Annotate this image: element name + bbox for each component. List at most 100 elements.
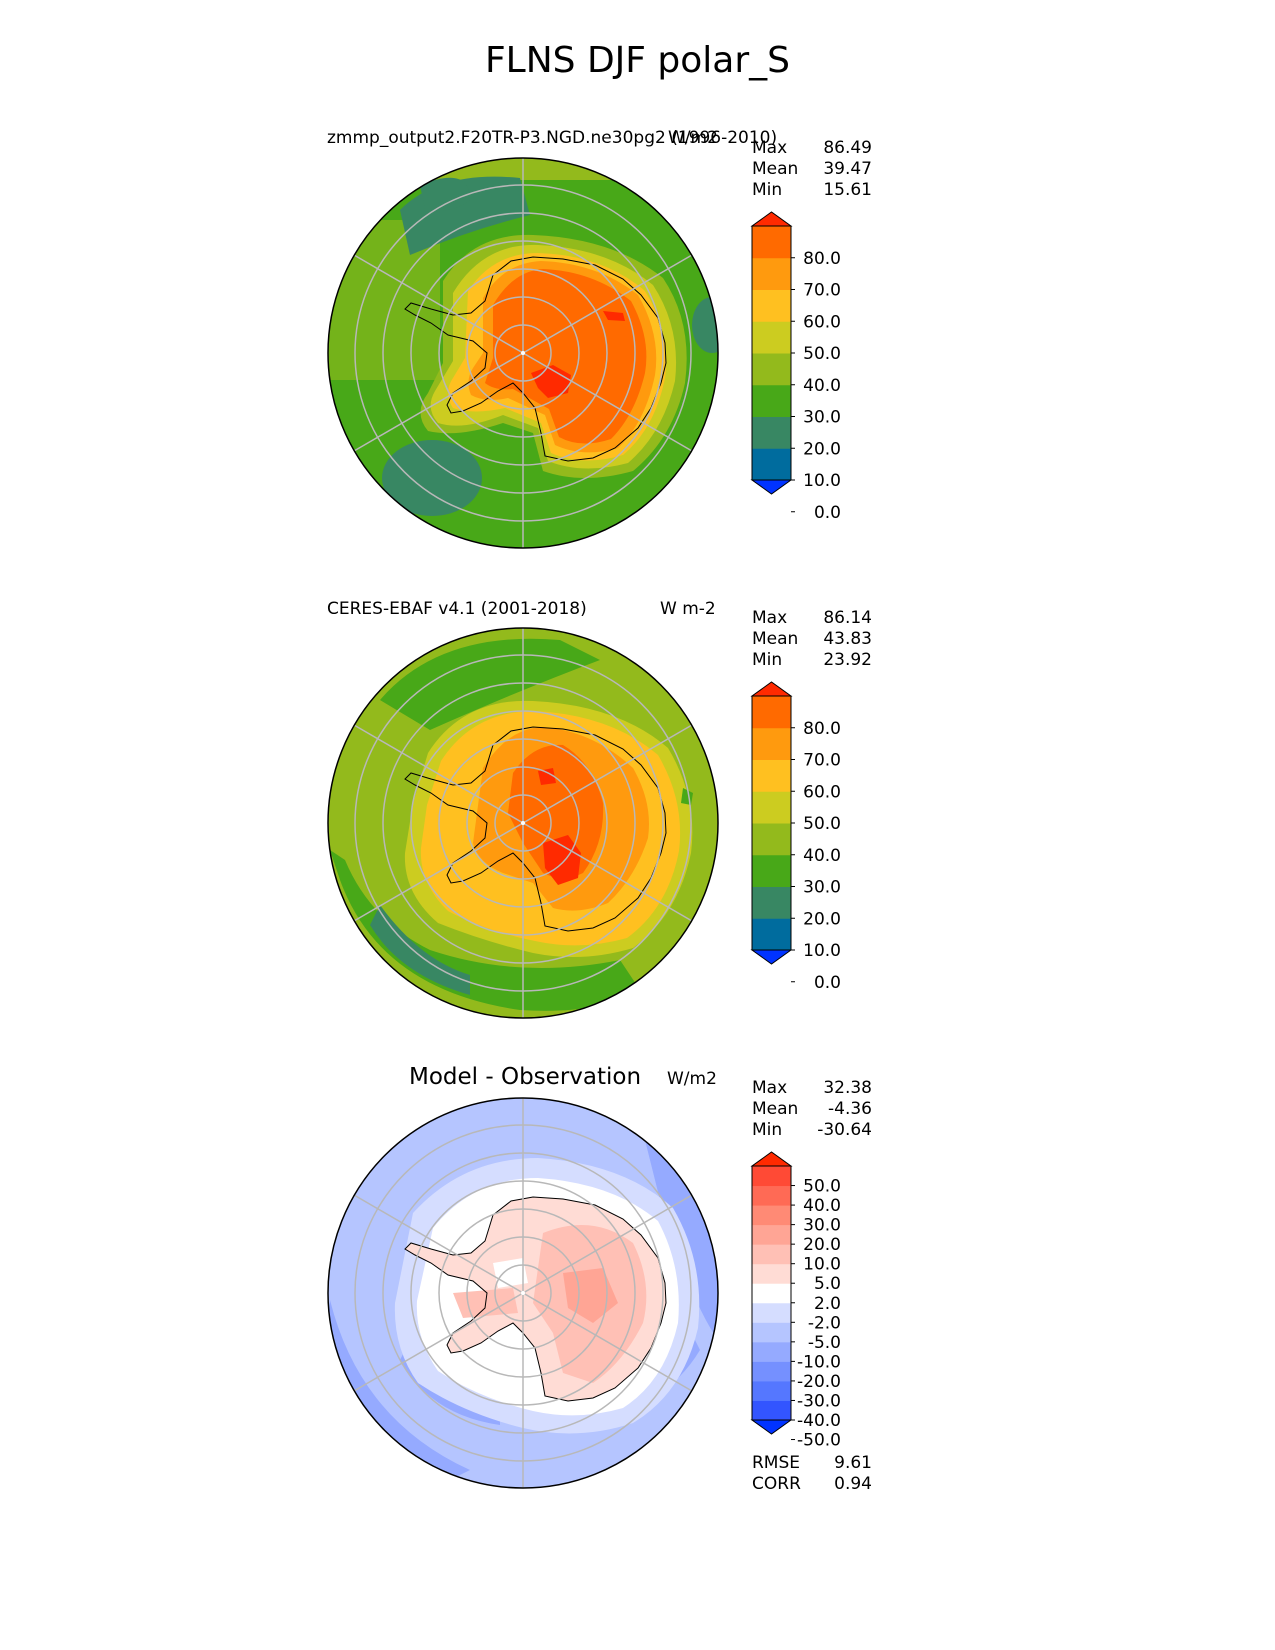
panel1-colorbar-bin — [752, 257, 791, 290]
panel3-colorbar-tick-label: -20.0 — [797, 1372, 841, 1392]
panel2-mean-label: Mean — [752, 629, 799, 649]
corr-value: 0.94 — [834, 1474, 872, 1494]
panel2-max-value: 86.14 — [823, 608, 872, 628]
panel3-colorbar-tick-label: -5.0 — [808, 1333, 841, 1353]
panel1-colorbar-bin — [752, 226, 791, 259]
panel1-max-value: 86.49 — [823, 138, 872, 158]
panel3-colorbar-bin — [752, 1185, 791, 1206]
panel3-colorbar-bin — [752, 1361, 791, 1382]
panel1-colorbar-tick-label: 40.0 — [803, 376, 841, 396]
panel1-colorbar-tick-label: 80.0 — [803, 249, 841, 269]
panel2-colorbar-bin — [752, 759, 791, 792]
panel2-colorbar-tick-label: 10.0 — [803, 941, 841, 961]
panel2-colorbar-tick-label: 40.0 — [803, 846, 841, 866]
panel1-mean-value: 39.47 — [823, 159, 872, 179]
panel1-colorbar-bin — [752, 416, 791, 449]
panel3-colorbar-tick-label: -2.0 — [808, 1313, 841, 1333]
panel3-colorbar-tick-label: 5.0 — [814, 1274, 841, 1294]
panel2-colorbar: 80.0 70.0 60.0 50.0 40.0 30.0 20.0 10.0 0.0 — [750, 681, 841, 993]
panel3-colorbar-tick-label: 30.0 — [803, 1216, 841, 1236]
panel2-colorbar-bin — [752, 696, 791, 729]
panel2-colorbar-bin — [752, 823, 791, 856]
panel1-colorbar-tick-label: 30.0 — [803, 408, 841, 428]
panel3-colorbar-tick-label: 50.0 — [803, 1177, 841, 1197]
panel2-min-value: 23.92 — [823, 650, 872, 670]
corr-label: CORR — [752, 1474, 801, 1494]
panel1-colorbar-tick-label: 70.0 — [803, 281, 841, 301]
panel2-max-label: Max — [752, 608, 788, 628]
panel2-colorbar-bin — [752, 854, 791, 887]
rmse-label: RMSE — [752, 1453, 801, 1473]
panel3-colorbar-tick-label: -40.0 — [797, 1411, 841, 1431]
panel3-mean-label: Mean — [752, 1099, 799, 1119]
panel1-colorbar-tick-label: 0.0 — [814, 503, 841, 523]
panel3-colorbar-tick-label: 40.0 — [803, 1196, 841, 1216]
panel3-colorbar-tick-label: -30.0 — [797, 1391, 841, 1411]
panel3-colorbar-bin — [752, 1341, 791, 1362]
panel2-colorbar-tick-label: 0.0 — [814, 973, 841, 993]
panel1-colorbar-extend-max — [750, 211, 793, 227]
panel1-min-label: Min — [752, 180, 783, 200]
rmse-value: 9.61 — [834, 1453, 872, 1473]
panel2-polar-map — [328, 628, 718, 1018]
panel2-colorbar-bin — [752, 791, 791, 824]
panel1-colorbar-bin — [752, 384, 791, 417]
panel3-graticule — [353, 1098, 693, 1488]
panel3-mean-value: -4.36 — [828, 1099, 872, 1119]
figure-title: FLNS DJF polar_S — [484, 40, 791, 81]
panel1-polar-map — [328, 158, 718, 548]
panel3-min-value: -30.64 — [817, 1120, 872, 1140]
panel1-colorbar-tick-label: 10.0 — [803, 471, 841, 491]
panel3-colorbar-tick-label: 10.0 — [803, 1255, 841, 1275]
panel2-subtitle: CERES-EBAF v4.1 (2001-2018) — [327, 599, 587, 619]
panel1-colorbar-extend-min — [750, 479, 793, 495]
panel1-colorbar: 80.0 70.0 60.0 50.0 40.0 30.0 20.0 10.0 0.0 — [750, 211, 841, 523]
panel1-min-value: 15.61 — [823, 180, 872, 200]
panel3-title: Model - Observation — [409, 1064, 642, 1090]
panel2-colorbar-bin — [752, 886, 791, 919]
panel2-colorbar-bin — [752, 727, 791, 760]
panel2-colorbar-tick-label: 30.0 — [803, 878, 841, 898]
panel3-colorbar-extend-max — [750, 1151, 793, 1167]
panel3-colorbar-extend-min — [750, 1419, 793, 1435]
panel3-colorbar-tick-label: 2.0 — [814, 1294, 841, 1314]
panel3-colorbar-bin — [752, 1322, 791, 1343]
panel2-units: W m-2 — [660, 599, 716, 619]
panel1-colorbar-tick-label: 50.0 — [803, 344, 841, 364]
panel3-colorbar-tick-label: -50.0 — [797, 1431, 841, 1451]
panel2-colorbar-tick-label: 80.0 — [803, 719, 841, 739]
panel1-colorbar-bin — [752, 353, 791, 386]
panel1-colorbar-tick-label: 60.0 — [803, 312, 841, 332]
panel1-subtitle: zmmp_output2.F20TR-P3.NGD.ne30pg2 (1996-… — [327, 128, 778, 148]
panel1-colorbar-bin — [752, 448, 791, 481]
panel2-colorbar-tick-label: 60.0 — [803, 782, 841, 802]
panel1-colorbar-bin — [752, 289, 791, 322]
panel3-colorbar-bin — [752, 1263, 791, 1284]
panel2-colorbar-tick-label: 50.0 — [803, 814, 841, 834]
panel3-colorbar-tick-label: -10.0 — [797, 1352, 841, 1372]
panel3-max-value: 32.38 — [823, 1078, 872, 1098]
panel3-colorbar: 50.040.030.020.010.05.02.0-2.0-5.0-10.0-… — [750, 1151, 841, 1451]
panel3-colorbar-tick-label: 20.0 — [803, 1235, 841, 1255]
panel1-units: W/m2 — [668, 128, 718, 148]
panel3-colorbar-bin — [752, 1166, 791, 1187]
panel3-units: W/m2 — [667, 1069, 717, 1089]
panel3-colorbar-bin — [752, 1244, 791, 1265]
panel3-colorbar-bin — [752, 1283, 791, 1304]
panel3-colorbar-frame — [751, 1165, 792, 1421]
panel3-colorbar-bin — [752, 1302, 791, 1323]
panel3-colorbar-bin — [752, 1380, 791, 1401]
panel3-max-label: Max — [752, 1078, 788, 1098]
panel2-colorbar-tick-label: 20.0 — [803, 909, 841, 929]
panel3-colorbar-bin — [752, 1400, 791, 1421]
panel2-colorbar-bin — [752, 918, 791, 951]
panel3-colorbar-bin — [752, 1205, 791, 1226]
panel1-colorbar-tick-label: 20.0 — [803, 439, 841, 459]
panel2-colorbar-extend-min — [750, 949, 793, 965]
panel2-mean-value: 43.83 — [823, 629, 872, 649]
panel2-colorbar-tick-label: 70.0 — [803, 751, 841, 771]
panel3-min-label: Min — [752, 1120, 783, 1140]
panel1-max-label: Max — [752, 138, 788, 158]
panel1-colorbar-bin — [752, 321, 791, 354]
